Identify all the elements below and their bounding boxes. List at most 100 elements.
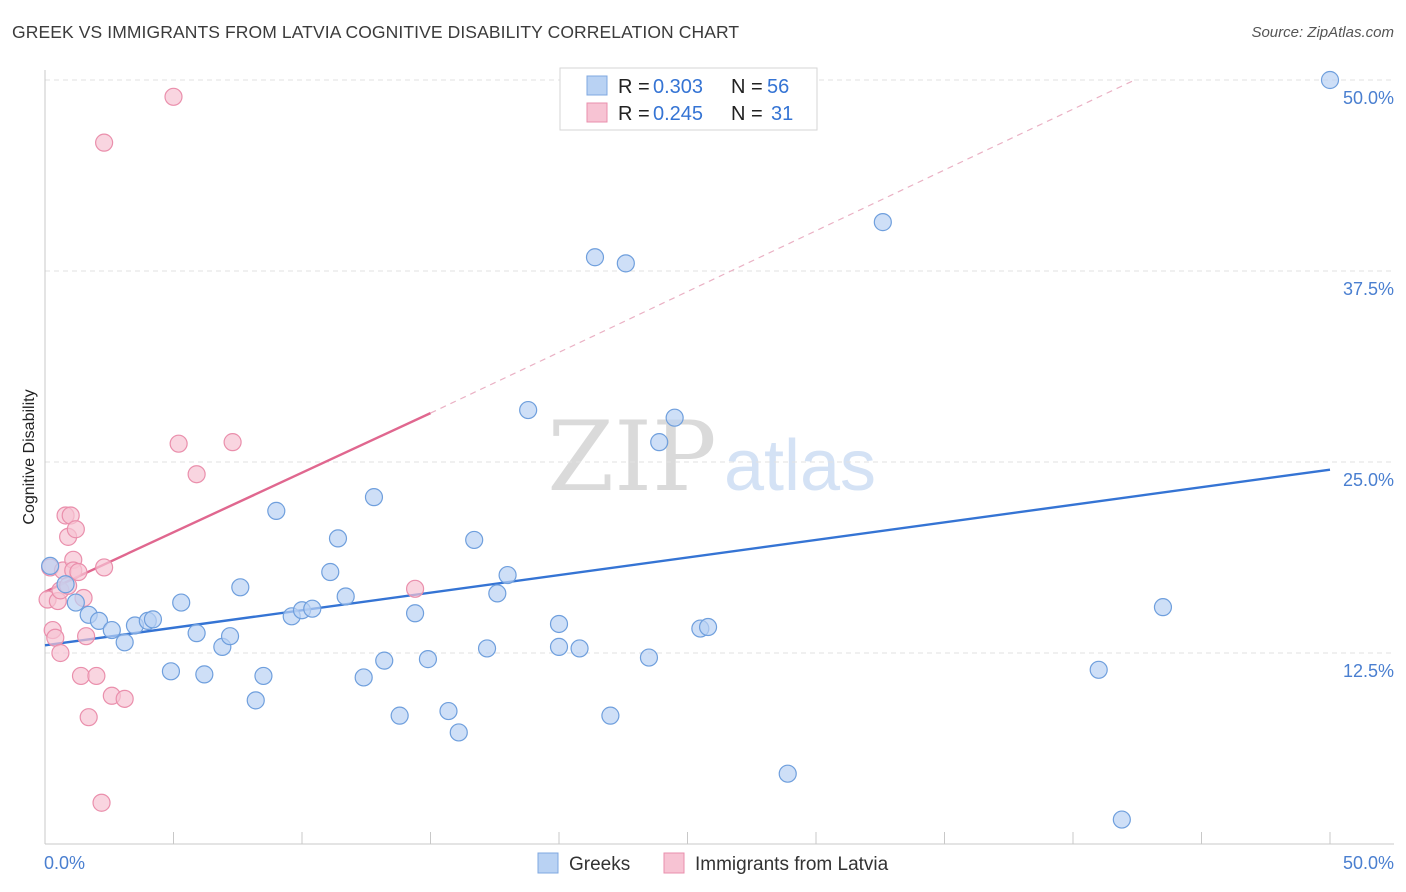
point-greeks-16 [231,578,250,597]
point-greeks-32 [439,701,458,721]
point-greeks-24 [328,529,348,548]
point-greeks-0 [41,556,60,576]
legend-n-value-1: 31 [771,103,793,125]
point-greeks-43 [601,706,620,725]
point-latvia-24 [164,87,183,106]
point-latvia-23 [115,689,134,708]
point-greeks-13 [195,665,214,684]
point-greeks-33 [449,723,468,742]
point-greeks-1 [56,575,75,594]
watermark-atlas: atlas [724,426,876,506]
point-greeks-15 [220,627,240,646]
point-latvia-17 [79,708,98,727]
point-greeks-49 [698,617,718,637]
legend-n-value-0: 56 [767,76,789,98]
point-greeks-45 [639,648,659,667]
point-greeks-41 [570,639,589,658]
point-greeks-30 [405,604,425,623]
point-latvia-16 [77,627,96,646]
point-greeks-35 [477,639,497,658]
y-axis-title: Cognitive Disability [21,389,38,524]
point-latvia-29 [69,562,88,582]
x-tick-label-max: 50.0% [1343,853,1394,873]
point-greeks-18 [254,666,273,686]
point-latvia-26 [187,465,206,484]
legend-n-label-1: N = [731,103,768,125]
point-greeks-23 [321,562,340,582]
point-greeks-39 [549,614,569,634]
point-greeks-12 [187,624,206,643]
point-greeks-52 [1089,660,1108,679]
series-immigrants-from-latvia [38,87,425,812]
point-greeks-28 [375,651,394,670]
point-latvia-13 [66,520,85,539]
point-greeks-47 [665,408,684,427]
y-tick-label: 37.5% [1343,279,1394,299]
series-greeks [41,70,1340,829]
point-greeks-6 [115,633,134,652]
legend-r-value-0: 0.303 [653,76,703,98]
gridlines [45,79,1394,654]
point-greeks-9 [143,610,163,629]
point-greeks-38 [519,400,538,420]
point-greeks-34 [465,530,484,550]
point-greeks-36 [488,584,507,603]
point-greeks-2 [66,593,85,612]
point-latvia-3 [46,628,65,647]
watermark-zip: ZIP [547,401,716,513]
point-greeks-40 [549,637,569,656]
point-latvia-28 [405,579,425,598]
point-greeks-37 [498,565,517,585]
point-greeks-25 [336,587,355,606]
y-tick-labels: 12.5% 25.0% 37.5% 50.0% [1343,88,1394,681]
point-greeks-22 [303,599,322,618]
legend-swatch-pink [586,102,608,123]
trend-line-0 [44,468,1331,647]
point-latvia-25 [169,434,188,453]
legend-r-label-1: R = [618,103,655,125]
watermark: ZIP atlas [547,401,876,513]
point-latvia-18 [87,666,106,686]
point-greeks-42 [585,248,605,267]
legend-bottom: Greeks Immigrants from Latvia [537,852,889,875]
point-greeks-29 [390,706,409,725]
point-greeks-50 [778,764,797,783]
point-latvia-19 [92,793,111,812]
point-latvia-5 [51,643,70,663]
y-tick-label: 12.5% [1343,661,1394,681]
point-greeks-54 [1153,598,1173,617]
legend-r-value-1: 0.245 [653,103,703,125]
y-tick-label: 25.0% [1343,470,1394,490]
trend-extension-1 [430,79,1135,414]
point-latvia-27 [223,433,242,452]
trend-lines [44,79,1331,647]
chart-title: GREEK VS IMMIGRANTS FROM LATVIA COGNITIV… [12,22,740,42]
bottom-legend-swatch-greeks [537,852,559,874]
point-greeks-4 [89,611,109,631]
point-greeks-17 [246,691,265,710]
bottom-legend-label-latvia: Immigrants from Latvia [695,854,889,875]
point-greeks-55 [1320,70,1340,90]
point-greeks-5 [102,620,121,640]
bottom-legend-label-greeks: Greeks [569,854,630,875]
point-greeks-10 [161,662,181,681]
legend-top: R = 0.303 N = 56 R = 0.245 N = 31 [559,67,818,131]
legend-n-label-0: N = [731,76,768,98]
point-greeks-31 [418,650,438,669]
point-greeks-53 [1112,810,1131,829]
point-greeks-27 [364,488,384,507]
bottom-legend-swatch-latvia [663,852,685,874]
point-latvia-20 [95,133,114,152]
point-greeks-51 [873,213,892,232]
y-tick-label: 50.0% [1343,88,1394,108]
legend-swatch-blue [586,75,608,96]
source-credit: Source: ZipAtlas.com [1251,24,1394,41]
point-greeks-44 [616,254,635,273]
point-greeks-46 [650,433,669,452]
point-greeks-11 [172,593,191,612]
x-tick-label-min: 0.0% [44,853,85,873]
legend-r-label-0: R = [618,76,655,98]
point-greeks-26 [354,668,373,687]
point-latvia-21 [95,558,114,577]
